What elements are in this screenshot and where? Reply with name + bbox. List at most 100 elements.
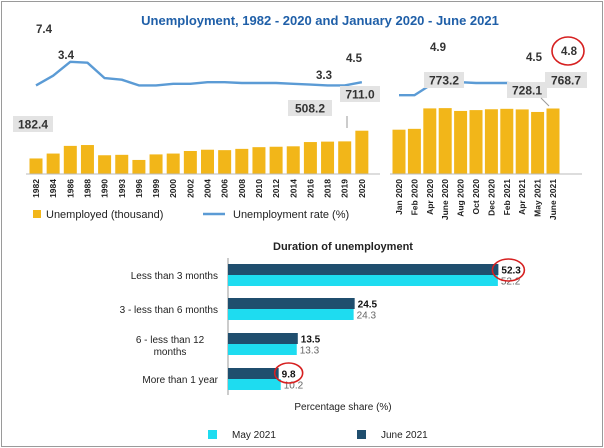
value-callout-label: 711.0 — [345, 88, 375, 102]
value-callout-box — [340, 86, 380, 102]
x-tick-label: Feb 2021 — [502, 179, 512, 216]
legend-may-swatch — [208, 430, 217, 439]
value-callout-label: 728.1 — [512, 84, 542, 98]
bar-2010 — [252, 147, 266, 174]
x-tick-label: 1996 — [134, 179, 144, 198]
rate-label: 4.5 — [526, 52, 543, 64]
value-callout-label: 182.4 — [18, 118, 48, 132]
bar-2019 — [338, 141, 352, 174]
value-callout-box — [13, 116, 53, 132]
june-value-label: 24.5 — [358, 300, 378, 311]
bar-apr-2021 — [515, 109, 529, 174]
bar-2004 — [201, 149, 214, 174]
june-value-label: 9.8 — [282, 370, 296, 381]
rate-label: 4.8 — [561, 46, 578, 58]
x-tick-label: 2000 — [168, 179, 178, 198]
may-value-label: 52.2 — [501, 277, 521, 288]
x-axis-label: Percentage share (%) — [294, 402, 391, 413]
x-tick-label: 2016 — [305, 179, 315, 198]
bar-june-2021 — [228, 264, 499, 275]
x-tick-label: 2019 — [340, 179, 350, 198]
rate-label: 7.4 — [36, 24, 53, 36]
bar-feb-2020 — [407, 128, 421, 174]
x-tick-label: 2020 — [357, 179, 367, 198]
top-legend: Unemployed (thousand) Unemployment rate … — [33, 209, 349, 221]
may-value-label: 13.3 — [300, 346, 320, 357]
bar-may-2021 — [531, 111, 545, 174]
x-tick-label: 2018 — [323, 179, 333, 198]
bar-2008 — [235, 148, 249, 174]
bar-1982 — [29, 158, 43, 174]
category-label: 3 - less than 6 months — [120, 305, 218, 316]
bar-aug-2020 — [454, 110, 468, 174]
bar-1990 — [98, 155, 112, 174]
bar-apr-2020 — [423, 108, 437, 174]
rate-label: 3.4 — [58, 50, 75, 62]
bar-dec-2020 — [484, 109, 498, 174]
bar-june-2020 — [438, 108, 452, 174]
highlight-circle — [273, 362, 304, 384]
category-label: months — [154, 347, 187, 358]
bar-may-2021 — [228, 275, 498, 286]
bar-1993 — [115, 154, 129, 174]
x-tick-label: Aug 2020 — [456, 179, 466, 217]
x-tick-label: 2004 — [203, 179, 213, 198]
legend-bar-label: Unemployed (thousand) — [46, 209, 163, 221]
bar-may-2021 — [228, 379, 281, 390]
bar-feb-2021 — [500, 108, 514, 174]
x-tick-label: Oct 2020 — [471, 179, 481, 215]
x-tick-label: 2002 — [185, 179, 195, 198]
duration-title: Duration of unemployment — [273, 241, 413, 253]
may-value-label: 24.3 — [357, 311, 377, 322]
rate-label: 4.9 — [430, 42, 446, 54]
bar-2014 — [286, 146, 300, 174]
bar-june-2021 — [546, 108, 560, 174]
x-tick-label: 2010 — [254, 179, 264, 198]
x-tick-label: 2006 — [220, 179, 230, 198]
x-tick-label: Apr 2020 — [425, 179, 435, 215]
legend-june-label: June 2021 — [381, 430, 428, 441]
x-tick-label: 1984 — [48, 179, 58, 198]
category-label: Less than 3 months — [131, 271, 218, 282]
bar-june-2021 — [228, 368, 279, 379]
x-tick-label: 1990 — [100, 179, 110, 198]
rate-line-series — [35, 60, 363, 87]
bar-1996 — [132, 159, 146, 174]
value-callout-label: 768.7 — [551, 74, 581, 88]
legend-bar-swatch — [33, 210, 41, 218]
bar-2002 — [183, 150, 197, 174]
bar-june-2021 — [228, 333, 298, 344]
x-tick-label: 1988 — [82, 179, 92, 198]
value-callout-label: 508.2 — [295, 102, 325, 116]
x-tick-label: 1999 — [151, 179, 161, 198]
bar-2020 — [355, 130, 369, 174]
june-value-label: 52.3 — [501, 266, 521, 277]
bar-2018 — [321, 141, 335, 174]
bottom-legend: May 2021 June 2021 — [208, 430, 428, 441]
x-tick-label: June 2020 — [440, 179, 450, 220]
legend-june-swatch — [357, 430, 366, 439]
bar-1986 — [63, 145, 77, 174]
x-tick-label: 2008 — [237, 179, 247, 198]
bar-2016 — [303, 142, 317, 174]
bar-oct-2020 — [469, 110, 483, 174]
legend-line-label: Unemployment rate (%) — [233, 209, 349, 221]
x-tick-label: Dec 2020 — [486, 179, 496, 216]
x-tick-label: 2012 — [271, 179, 281, 198]
highlight-circle — [551, 36, 585, 66]
bar-2006 — [218, 150, 232, 174]
legend-may-label: May 2021 — [232, 430, 276, 441]
x-tick-label: Feb 2020 — [409, 179, 419, 216]
highlight-circle — [491, 258, 526, 282]
bar-may-2021 — [228, 344, 297, 355]
bar-jan-2020 — [392, 129, 406, 174]
value-callout-box — [424, 72, 464, 88]
bar-2012 — [269, 146, 283, 174]
value-callout-label: 773.2 — [429, 74, 459, 88]
bar-1999 — [149, 154, 163, 174]
x-tick-label: Apr 2021 — [517, 179, 527, 215]
category-label: More than 1 year — [142, 375, 218, 386]
category-label: 6 - less than 12 — [136, 335, 205, 346]
